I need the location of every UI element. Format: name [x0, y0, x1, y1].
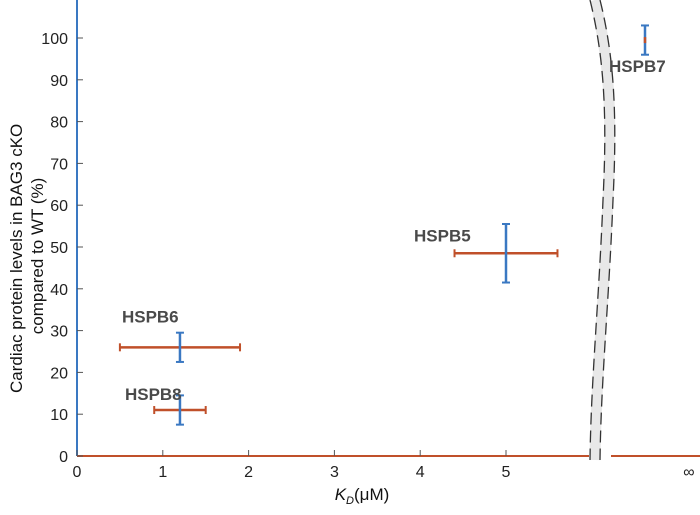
y-axis-title-line-1: Cardiac protein levels in BAG3 cKO [7, 124, 26, 393]
x-tick-label: 3 [330, 464, 339, 481]
tick-labels: 0 10 20 30 40 50 60 70 80 90 100 0 1 2 3 4 5 ∞ [41, 31, 694, 481]
y-tick-label: 50 [50, 240, 68, 257]
x-tick-label: 2 [244, 464, 253, 481]
x-tick-label-infinity: ∞ [683, 464, 694, 481]
y-tick-label: 100 [41, 31, 68, 48]
x-tick-label: 1 [158, 464, 167, 481]
x-tick-label: 5 [502, 464, 511, 481]
y-tick-label: 80 [50, 115, 68, 132]
y-tick-label: 30 [50, 324, 68, 341]
data-point-hspb6 [118, 331, 242, 363]
y-tick-label: 10 [50, 407, 68, 424]
axis-break-right-edge [599, 0, 616, 461]
x-axis-title-k: K [335, 485, 347, 504]
x-axis-title-subscript: D [346, 495, 354, 507]
x-tick-label: 0 [73, 464, 82, 481]
y-tick-label: 0 [59, 449, 68, 466]
x-tick-label: 4 [416, 464, 425, 481]
axes [76, 0, 700, 457]
axis-break-band [589, 0, 616, 461]
axis-break-region [589, 0, 616, 461]
y-axis-title: Cardiac protein levels in BAG3 cKO compa… [7, 119, 47, 393]
point-label-hspb5: HSPB5 [414, 226, 471, 245]
y-tick-label: 60 [50, 198, 68, 215]
data-points [118, 24, 649, 426]
data-point-hspb8 [153, 394, 207, 426]
point-labels: HSPB8 HSPB6 HSPB5 HSPB7 [122, 57, 666, 404]
axis-break-left-edge [589, 0, 606, 461]
x-axis-title-unit: (μM) [354, 485, 389, 504]
point-label-hspb6: HSPB6 [122, 307, 179, 326]
y-tick-label: 90 [50, 73, 68, 90]
y-tick-label: 40 [50, 282, 68, 299]
point-label-hspb7: HSPB7 [609, 57, 666, 76]
y-axis-title-line-2: compared to WT (%) [28, 178, 47, 335]
data-point-hspb7 [641, 24, 649, 56]
y-tick-label: 70 [50, 156, 68, 173]
point-label-hspb8: HSPB8 [125, 385, 182, 404]
y-tick-label: 20 [50, 365, 68, 382]
x-axis-title: KD(μM) [335, 485, 390, 507]
data-point-hspb5 [453, 223, 559, 284]
